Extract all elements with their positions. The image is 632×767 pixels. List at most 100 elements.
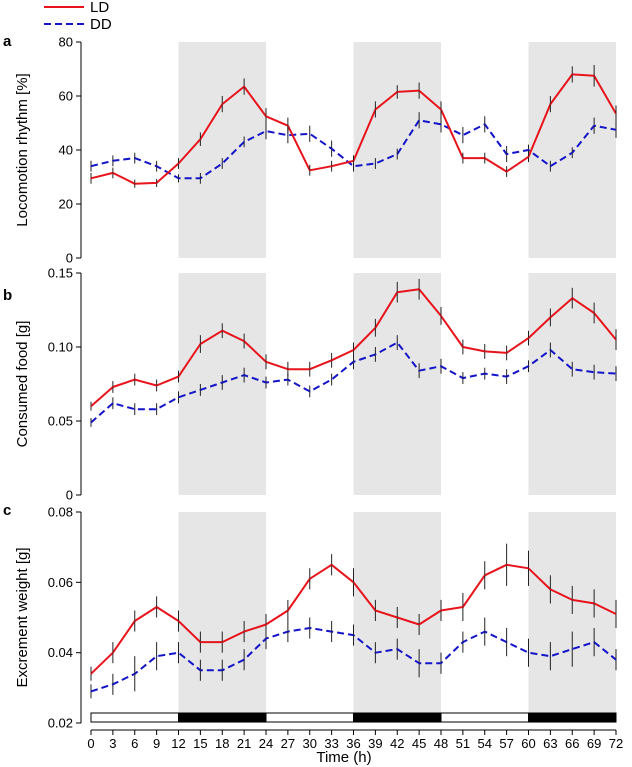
data-point: [549, 103, 551, 105]
data-point: [199, 343, 201, 345]
data-point: [221, 381, 223, 384]
data-point: [221, 330, 223, 332]
x-tick-label: 57: [499, 736, 513, 751]
data-point: [287, 134, 289, 136]
series-dd: [90, 112, 617, 184]
data-point: [134, 620, 136, 622]
data-point: [112, 386, 114, 388]
data-point: [462, 134, 464, 136]
ld-bar-dark: [178, 712, 267, 723]
x-tick-label: 42: [390, 736, 404, 751]
data-point: [462, 157, 464, 159]
data-point: [527, 156, 530, 158]
dark-period-shade: [178, 512, 266, 723]
ld-bar-light: [440, 712, 529, 723]
data-point: [593, 371, 595, 373]
light-dark-bar: [90, 712, 617, 723]
y-tick-label: 0.10: [48, 340, 73, 355]
x-tick-label: 48: [434, 736, 448, 751]
data-point: [331, 378, 333, 381]
data-point: [506, 564, 508, 566]
data-point: [549, 655, 551, 657]
data-point: [593, 641, 595, 643]
data-point: [287, 609, 289, 612]
data-point: [177, 652, 180, 654]
data-point: [90, 177, 92, 179]
data-point: [309, 390, 311, 392]
data-point: [199, 177, 201, 179]
y-axis-title-c: Excrement weight [g]: [14, 547, 31, 687]
data-point: [418, 288, 420, 290]
data-point: [156, 408, 158, 410]
data-point: [593, 75, 595, 77]
data-point: [243, 85, 245, 88]
data-point: [199, 389, 201, 391]
data-point: [571, 152, 573, 154]
data-point: [177, 396, 180, 398]
data-point: [615, 659, 617, 661]
x-tick-label: 63: [543, 736, 557, 751]
data-point: [484, 123, 486, 125]
data-point: [134, 378, 136, 381]
data-point: [112, 652, 114, 654]
data-point: [418, 90, 420, 92]
data-point: [374, 652, 376, 654]
data-point: [265, 638, 267, 640]
data-point: [243, 374, 245, 376]
data-point: [440, 609, 442, 612]
x-tick-label: 6: [131, 736, 138, 751]
data-point: [484, 373, 486, 375]
data-point: [593, 602, 595, 605]
data-point: [331, 165, 333, 167]
data-point: [527, 365, 530, 367]
data-point: [462, 641, 464, 643]
data-point: [287, 378, 289, 381]
y-tick-label: 0: [66, 488, 73, 503]
data-point: [506, 153, 508, 155]
data-point: [549, 316, 551, 318]
data-point: [462, 377, 464, 379]
data-point: [549, 349, 551, 351]
data-point: [527, 149, 530, 151]
data-point: [134, 183, 136, 185]
data-point: [287, 368, 289, 370]
data-point: [221, 641, 223, 643]
y-tick-label: 40: [59, 143, 73, 158]
data-point: [156, 182, 158, 184]
data-point: [134, 408, 136, 410]
data-point: [90, 165, 92, 167]
data-point: [462, 346, 464, 348]
data-point: [484, 157, 486, 159]
data-point: [112, 683, 114, 685]
x-tick-label: 66: [565, 736, 579, 751]
data-point: [440, 108, 442, 111]
legend: LD DD: [44, 0, 112, 33]
data-point: [549, 165, 551, 167]
data-point: [440, 315, 442, 317]
x-tick-label: 60: [521, 736, 535, 751]
ld-bar-light: [90, 712, 179, 723]
data-point: [374, 108, 376, 111]
data-point: [571, 368, 573, 370]
y-axis-title-a: Locomotion rhythm [%]: [14, 73, 31, 226]
data-point: [156, 606, 158, 608]
data-point: [549, 588, 551, 590]
data-point: [265, 381, 267, 384]
dark-period-shade: [353, 273, 441, 495]
data-point: [90, 673, 92, 675]
data-point: [199, 669, 201, 671]
x-tick-label: 54: [478, 736, 492, 751]
series-dd: [90, 617, 617, 699]
x-tick-label: 72: [609, 736, 623, 751]
data-point: [527, 567, 530, 569]
data-point: [571, 599, 573, 601]
x-tick-label: 9: [153, 736, 160, 751]
y-tick-label: 0.15: [48, 266, 73, 281]
data-point: [90, 690, 92, 692]
data-point: [396, 153, 398, 155]
data-point: [396, 291, 398, 293]
data-point: [134, 673, 136, 675]
data-point: [90, 421, 92, 424]
y-tick-label: 0.02: [48, 716, 73, 731]
x-tick-label: 69: [587, 736, 601, 751]
